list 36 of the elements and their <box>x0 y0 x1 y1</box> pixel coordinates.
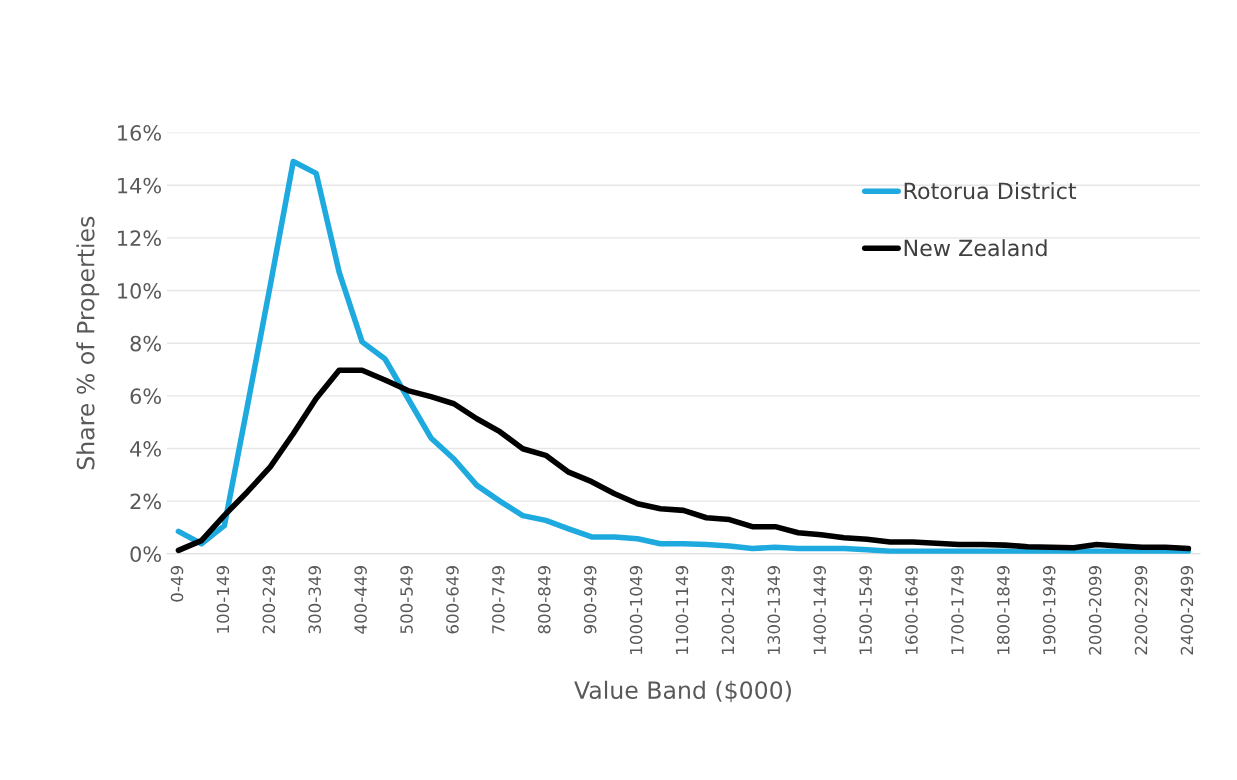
x-tick-label: 300-349 <box>308 566 322 634</box>
y-axis-title: Share % of Properties <box>76 216 100 470</box>
x-tick-label: 1300-1349 <box>767 566 781 654</box>
x-tick-label: 2000-2099 <box>1088 566 1102 655</box>
x-tick-label: 900-949 <box>583 566 597 634</box>
y-tick-label: 10% <box>118 283 161 299</box>
x-tick-label: 500-549 <box>400 566 413 634</box>
y-tick-label: 6% <box>130 388 161 405</box>
x-tick-label: 1700-1749 <box>951 566 964 654</box>
x-tick-label: 2400-2499 <box>1180 566 1194 655</box>
y-tick-label: 14% <box>118 177 161 194</box>
x-tick-label: 1200-1249 <box>721 566 735 654</box>
y-tick-label: 16% <box>118 125 161 141</box>
legend-label: Rotorua District <box>904 182 1077 200</box>
x-tick-label: 600-649 <box>446 566 459 634</box>
x-tick-label: 1100-1149 <box>675 566 689 654</box>
x-tick-label: 700-749 <box>492 566 505 634</box>
x-tick-label: 200-249 <box>262 566 276 634</box>
y-tick-label: 0% <box>130 546 161 563</box>
x-tick-label: 1900-1949 <box>1042 566 1056 654</box>
x-tick-label: 1500-1549 <box>859 566 872 654</box>
x-tick-label: 1000-1049 <box>629 566 643 654</box>
x-tick-label: 100-149 <box>216 566 230 633</box>
x-axis-title: Value Band ($000) <box>574 680 791 703</box>
legend-label: New Zealand <box>904 239 1047 257</box>
y-tick-label: 4% <box>130 440 161 457</box>
x-tick-label: 1600-1649 <box>905 566 918 654</box>
x-tick-label: 1800-1849 <box>997 566 1010 654</box>
x-tick-label: 0-49 <box>170 566 184 602</box>
x-tick-label: 800-849 <box>537 566 551 634</box>
y-tick-label: 12% <box>118 230 161 247</box>
x-tick-label: 1400-1449 <box>813 566 826 654</box>
x-tick-label: 2200-2299 <box>1134 566 1148 655</box>
x-tick-label: 400-449 <box>354 566 367 634</box>
y-tick-label: 8% <box>130 335 161 352</box>
y-tick-label: 2% <box>130 493 161 510</box>
